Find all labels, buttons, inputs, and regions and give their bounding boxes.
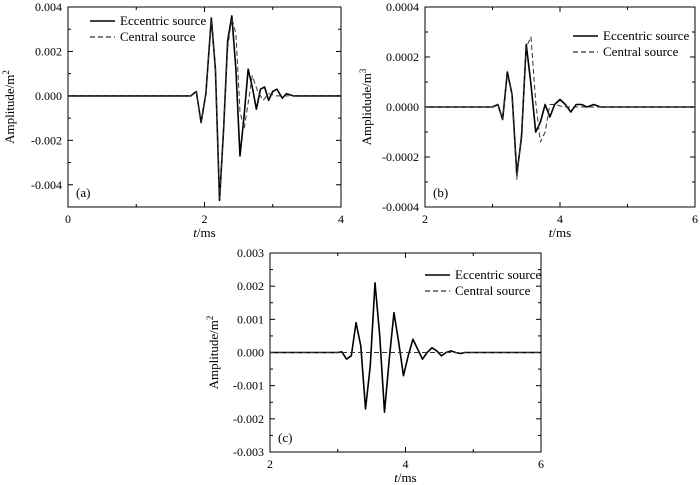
chart-panel-c: -0.003 -0.002 -0.001 0.000 0.001 0.002 0.003 2 4…: [205, 246, 544, 485]
x-axis-title-unit: /ms: [197, 225, 216, 240]
y-tick-label: 0.002: [35, 44, 62, 58]
x-tick-label: 2: [202, 212, 208, 226]
y-tick-label: 0.0000: [386, 100, 419, 114]
y-tick-label: 0.0002: [386, 50, 419, 64]
y-tick-label: 0.003: [237, 246, 264, 260]
y-tick-label: -0.004: [31, 178, 62, 192]
y-axis-title-base: Amplitude/m: [2, 75, 17, 144]
x-axis-title-var: t: [394, 470, 398, 485]
y-tick-label: -0.002: [31, 133, 62, 147]
x-axis-title: t/ms: [549, 225, 571, 240]
y-tick-label: -0.0004: [382, 200, 419, 214]
legend-label: Eccentric source: [455, 267, 541, 282]
x-tick-label: 4: [557, 212, 563, 226]
legend-label: Central source: [603, 44, 679, 59]
x-axis-title: t/ms: [394, 470, 416, 485]
y-tick-label: 0.000: [35, 89, 62, 103]
series-line-central: [425, 36, 695, 180]
x-axis-title: t/ms: [193, 225, 215, 240]
x-tick-label: 4: [403, 457, 409, 471]
y-axis-title-base: Amplidude/m: [359, 73, 374, 145]
chart-panel-b: -0.0004 -0.0002 0.0000 0.0002 0.0004 2 4 6 t/ms A…: [358, 0, 698, 240]
series-line-eccentric: [270, 282, 541, 414]
y-tick-label: 0.000: [237, 346, 264, 360]
y-tick-label: -0.001: [233, 379, 264, 393]
x-tick-label: 2: [267, 457, 273, 471]
x-tick-label: 2: [422, 212, 428, 226]
legend-label: Eccentric source: [120, 13, 206, 28]
y-tick-label: -0.0002: [382, 150, 419, 164]
y-tick-label: -0.003: [233, 445, 264, 459]
y-axis-title: Amplitude/m2: [205, 316, 221, 390]
x-axis-title-unit: /ms: [552, 225, 571, 240]
x-tick-label: 0: [65, 212, 71, 226]
x-axis-title-var: t: [193, 225, 197, 240]
x-tick-label: 6: [538, 457, 544, 471]
y-tick-label: 0.002: [237, 279, 264, 293]
legend-label: Central source: [120, 29, 196, 44]
panel-label: (b): [433, 185, 448, 200]
x-axis-title-unit: /ms: [398, 470, 417, 485]
y-tick-label: 0.004: [35, 0, 62, 14]
legend-label: Central source: [455, 283, 531, 298]
panel-label: (c): [278, 430, 292, 445]
y-tick-label: 0.0004: [386, 0, 419, 14]
series-line-eccentric: [68, 15, 341, 202]
panel-label: (a): [76, 185, 90, 200]
x-tick-label: 4: [338, 212, 344, 226]
y-axis-title-base: Amplitude/m: [206, 320, 221, 389]
series-line-central: [68, 17, 341, 199]
y-axis-title-exponent: 3: [358, 68, 368, 73]
legend-label: Eccentric source: [603, 28, 689, 43]
y-axis-title: Amplitude/m2: [1, 70, 17, 144]
x-axis-title-var: t: [549, 225, 553, 240]
y-tick-label: -0.002: [233, 412, 264, 426]
x-tick-label: 6: [692, 212, 698, 226]
y-tick-label: 0.001: [237, 312, 264, 326]
y-axis-title: Amplidude/m3: [358, 68, 374, 145]
y-axis-title-exponent: 2: [205, 316, 215, 321]
series-line-eccentric: [425, 43, 695, 176]
chart-panel-a: -0.004 -0.002 0.000 0.002 0.004 0 2 4 t/ms Amplit…: [1, 0, 344, 240]
y-axis-title-exponent: 2: [1, 70, 11, 75]
